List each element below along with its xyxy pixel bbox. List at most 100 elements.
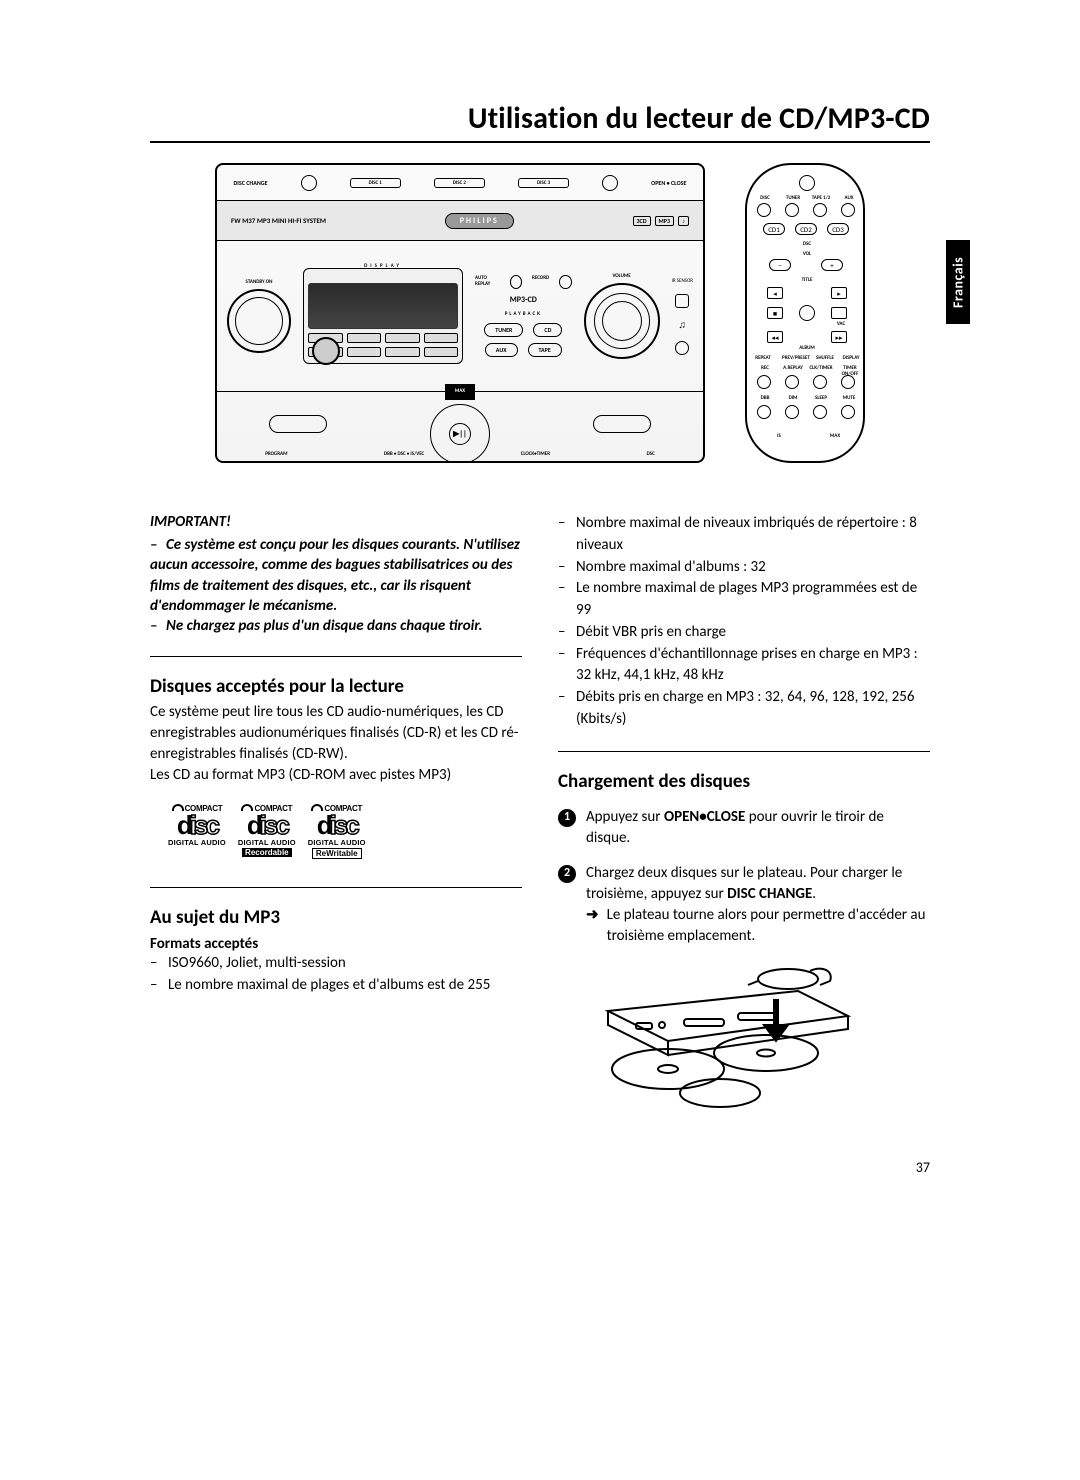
arrow-icon: ➜ xyxy=(586,905,599,947)
remote-cd1-icon: CD1 xyxy=(763,223,785,235)
remote-stop-icon: ■ xyxy=(767,307,783,319)
cd-logo-digital-audio: COMPACT disc DIGITAL AUDIO xyxy=(168,804,226,859)
record-button-icon xyxy=(559,275,571,289)
remote-label: AUX xyxy=(837,195,861,201)
remote-cd2-icon: CD2 xyxy=(795,223,817,235)
remote-button-icon xyxy=(841,405,855,419)
cd-logo-recordable: COMPACT disc DIGITAL AUDIO Recordable xyxy=(238,804,296,859)
aux-pill: AUX xyxy=(485,343,518,357)
page-number: 37 xyxy=(916,1159,930,1176)
remote-label: MAX xyxy=(823,433,847,439)
step-number-icon: 1 xyxy=(558,809,576,827)
remote-button-icon xyxy=(785,203,799,217)
step-1: 1 Appuyez sur OPEN•CLOSE pour ouvrir le … xyxy=(558,807,930,849)
remote-button-icon xyxy=(813,405,827,419)
remote-vol-down-icon: − xyxy=(769,259,791,271)
remote-rew-icon: ◂◂ xyxy=(767,331,783,343)
tag-3cd: 3CD xyxy=(633,216,651,226)
label-record: RECORD xyxy=(532,275,549,289)
important-heading: IMPORTANT! xyxy=(150,513,522,531)
brand-pill: PHILIPS xyxy=(445,213,514,229)
remote-button-icon xyxy=(813,375,827,389)
cd-logo-rewritable: COMPACT disc DIGITAL AUDIO ReWritable xyxy=(308,804,366,859)
remote-prev-icon: ◂ xyxy=(767,287,783,299)
list-item: Débits pris en charge en MP3 : 32, 64, 9… xyxy=(558,687,930,731)
page-title: Utilisation du lecteur de CD/MP3-CD xyxy=(150,100,930,137)
list-item: ISO9660, Joliet, multi-session xyxy=(150,953,522,975)
list-item: Nombre maximal de niveaux imbriqués de r… xyxy=(558,513,930,557)
remote-label: DISC xyxy=(753,195,777,201)
section-mp3-sub: Formats acceptés xyxy=(150,935,522,953)
section-discs-heading: Disques acceptés pour la lecture xyxy=(150,675,522,698)
display-panel: DISPLAY xyxy=(303,268,463,364)
headphone-icon: ♫ xyxy=(679,318,687,331)
disc-change-button-icon xyxy=(301,175,317,191)
remote-label: VOL xyxy=(795,251,819,257)
remote-label: DIM xyxy=(781,395,805,401)
remote-label: DSC xyxy=(795,241,819,247)
remote-label: ALBUM xyxy=(795,345,819,351)
foot-dbb: DBB • DSC • IS/VEC xyxy=(384,451,424,457)
remote-label: TITLE xyxy=(795,277,819,283)
cd-pill: CD xyxy=(533,323,562,337)
remote-label: TIMER ON/OFF xyxy=(835,365,865,377)
figure-row: DISC CHANGE DISC 1 DISC 2 DISC 3 OPEN • … xyxy=(150,163,930,463)
remote-label: SHUFFLE xyxy=(813,355,837,361)
volume-knob-icon xyxy=(584,283,660,359)
foot-clock: CLOCK•TIMER xyxy=(521,451,550,457)
remote-play-icon xyxy=(799,305,815,321)
remote-label: TUNER xyxy=(781,195,805,201)
label-auto-replay: AUTO REPLAY xyxy=(475,275,500,289)
mp3-specs-list: Nombre maximal de niveaux imbriqués de r… xyxy=(558,513,930,731)
remote-vol-up-icon: + xyxy=(821,259,843,271)
remote-label: IS xyxy=(767,433,791,439)
remote-label: TAPE 1/2 xyxy=(809,195,833,201)
label-open-close: OPEN • CLOSE xyxy=(651,179,686,187)
cd-logos-row: COMPACT disc DIGITAL AUDIO COMPACT disc … xyxy=(150,804,522,859)
section-discs-body: Ce système peut lire tous les CD audio-n… xyxy=(150,702,522,786)
remote-button-icon xyxy=(757,203,771,217)
label-model: FW M37 MP3 MINI HI-FI SYSTEM xyxy=(231,216,326,225)
language-tab: Français xyxy=(946,240,970,324)
remote-label: DBB xyxy=(753,395,777,401)
remote-button-icon xyxy=(757,375,771,389)
remote-label: PREV/PRESET xyxy=(781,355,811,361)
remote-label: DISPLAY xyxy=(839,355,863,361)
list-item: Débit VBR pris en charge xyxy=(558,622,930,644)
step-2: 2 Chargez deux disques sur le plateau. P… xyxy=(558,863,930,905)
step-number-icon: 2 xyxy=(558,865,576,883)
disc2-slot: DISC 2 xyxy=(434,178,485,188)
remote-button-icon xyxy=(841,375,855,389)
open-close-button-icon xyxy=(602,175,618,191)
remote-cd3-icon: CD3 xyxy=(827,223,849,235)
tuner-pill: TUNER xyxy=(484,323,523,337)
aux-jack-icon xyxy=(675,341,689,355)
mp3-formats-list: ISO9660, Joliet, multi-session Le nombre… xyxy=(150,953,522,997)
remote-label: A.REPLAY xyxy=(779,365,807,371)
remote-power-icon xyxy=(799,175,815,191)
list-item: Nombre maximal d'albums : 32 xyxy=(558,557,930,579)
list-item: Le nombre maximal de plages MP3 programm… xyxy=(558,578,930,622)
remote-button-icon xyxy=(785,405,799,419)
remote-label: REC xyxy=(753,365,777,371)
label-standby: STANDBY ON xyxy=(246,279,273,285)
foot-program: PROGRAM xyxy=(265,451,287,457)
deck-a-icon xyxy=(269,415,327,433)
remote-button-icon xyxy=(841,203,855,217)
disc1-slot: DISC 1 xyxy=(350,178,401,188)
jog-button-icon xyxy=(312,337,340,365)
disc-tray-figure xyxy=(598,961,858,1111)
remote-button-icon xyxy=(785,375,799,389)
label-playback: PLAYBACK xyxy=(505,311,542,317)
remote-button-icon xyxy=(757,405,771,419)
remote-button-icon xyxy=(813,203,827,217)
remote-label: SLEEP xyxy=(809,395,833,401)
remote-diagram: DISC TUNER TAPE 1/2 AUX CD1 CD2 CD3 DSC … xyxy=(745,163,865,463)
remote-label: VAC xyxy=(829,321,853,327)
deck-b-icon xyxy=(593,415,651,433)
right-column: Nombre maximal de niveaux imbriqués de r… xyxy=(558,513,930,1116)
disc3-slot: DISC 3 xyxy=(518,178,569,188)
label-volume: VOLUME xyxy=(612,273,630,279)
remote-vac-icon xyxy=(831,307,847,319)
tag-mp3: MP3 xyxy=(655,216,674,226)
